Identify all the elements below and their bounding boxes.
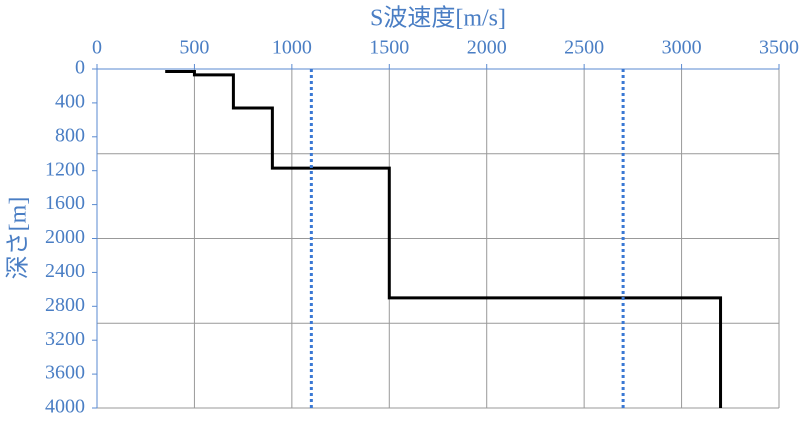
y-tick-label: 0 [75,57,85,79]
x-tick-label: 2500 [564,37,604,59]
series-line [165,70,723,408]
y-tick-label: 3200 [45,328,85,350]
y-tick-label: 1600 [45,192,85,214]
y-tick-label: 800 [55,124,85,146]
x-tick-label: 1500 [369,37,409,59]
y-tick-label: 2400 [45,260,85,282]
y-axis-title: 深さ[m] [5,197,32,280]
y-tick-label: 400 [55,90,85,112]
x-tick-label: 3500 [759,37,799,59]
x-tick-label: 1000 [272,37,312,59]
y-tick-label: 3600 [45,362,85,384]
y-tick-label: 1200 [45,158,85,180]
y-tick-label: 4000 [45,396,85,418]
x-tick-label: 2000 [467,37,507,59]
x-axis-title: S波速度[m/s] [370,5,506,32]
y-tick-label: 2800 [45,294,85,316]
x-tick-label: 500 [179,37,209,59]
y-tick-label: 2000 [45,226,85,248]
x-tick-label: 3000 [662,37,702,59]
x-tick-label: 0 [92,37,102,59]
